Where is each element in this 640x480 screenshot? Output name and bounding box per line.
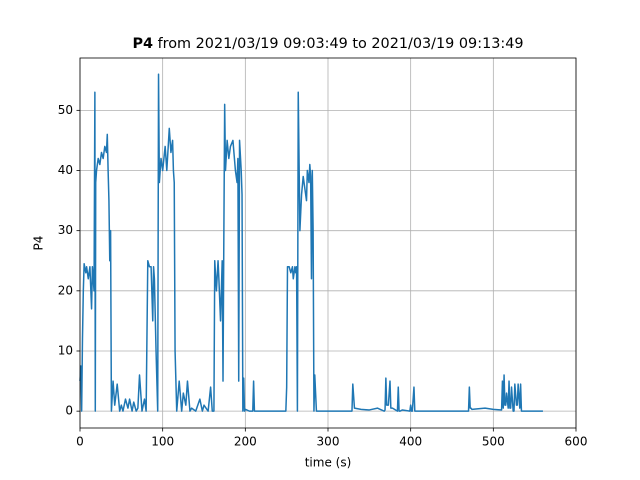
data-line: [79, 73, 543, 412]
y-tick-label: 20: [58, 283, 73, 297]
y-tick-label: 50: [58, 103, 73, 117]
plot-area: [79, 58, 577, 428]
y-tick-label: 10: [58, 343, 73, 357]
x-axis-label: time (s): [305, 456, 352, 470]
title-bold: P4: [132, 36, 153, 52]
title-rest: from 2021/03/19 09:03:49 to 2021/03/19 0…: [158, 36, 524, 52]
x-tick-label: 300: [317, 435, 340, 449]
x-tick-label: 200: [234, 435, 257, 449]
y-tick-label: 30: [58, 223, 73, 237]
x-tick-label: 100: [151, 435, 174, 449]
y-axis-label: P4: [32, 236, 46, 251]
x-tick-label: 600: [565, 435, 588, 449]
x-tick-label: 0: [76, 435, 84, 449]
y-tick-label: 40: [58, 163, 73, 177]
x-tick-label: 500: [482, 435, 505, 449]
x-tick-label: 400: [399, 435, 422, 449]
chart-title: P4 from 2021/03/19 09:03:49 to 2021/03/1…: [132, 36, 523, 52]
y-tick-label: 0: [65, 404, 73, 418]
